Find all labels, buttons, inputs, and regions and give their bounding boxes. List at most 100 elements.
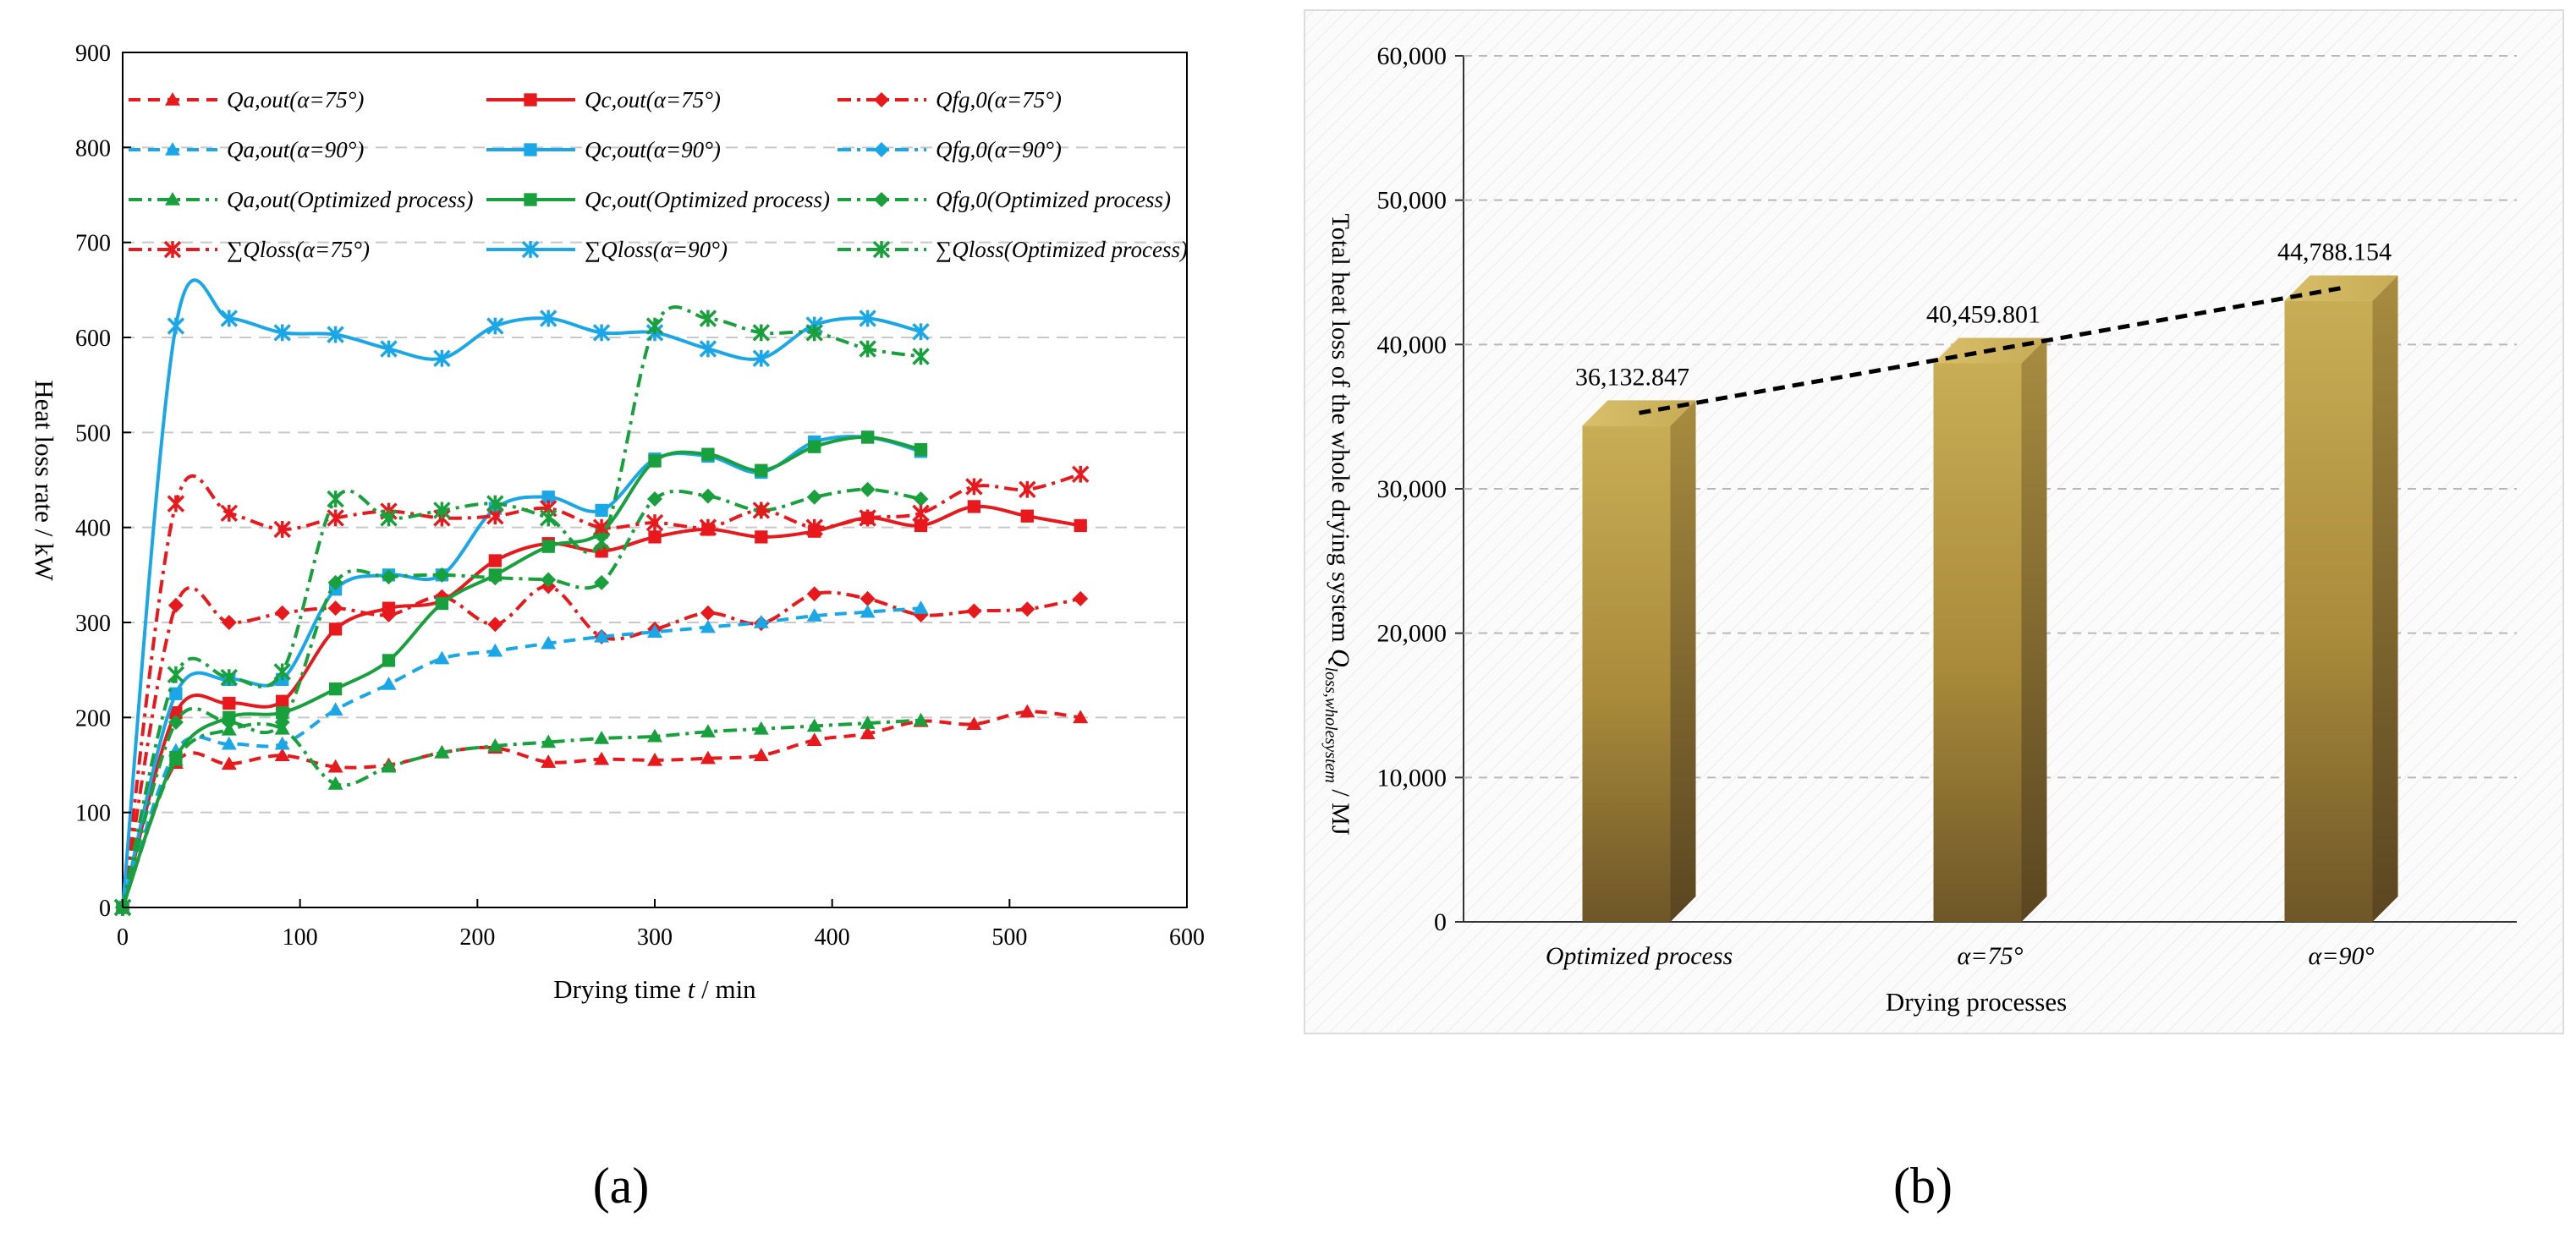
point-marker xyxy=(165,142,180,156)
point-marker xyxy=(648,454,662,468)
point-marker xyxy=(169,687,183,700)
bar-front xyxy=(1933,363,2022,922)
point-marker xyxy=(1019,480,1036,498)
x-axis-title-unit: / min xyxy=(695,974,756,1004)
point-marker xyxy=(860,590,876,606)
point-marker xyxy=(912,348,930,365)
x-category-label: Optimized process xyxy=(1546,942,1733,970)
legend-label: Qc,out(α=75°) xyxy=(585,87,721,112)
point-marker xyxy=(163,240,182,259)
point-marker xyxy=(860,604,876,618)
point-marker xyxy=(753,615,769,628)
y-tick-label: 400 xyxy=(75,516,111,542)
point-marker xyxy=(487,570,503,586)
point-marker xyxy=(965,478,983,496)
point-marker xyxy=(859,340,876,358)
point-marker xyxy=(700,605,716,621)
point-marker xyxy=(221,615,237,630)
point-marker xyxy=(699,340,717,358)
series-group xyxy=(116,430,928,914)
point-marker xyxy=(874,92,889,107)
x-axis-title: Drying time t / min xyxy=(553,974,756,1004)
point-marker xyxy=(1073,590,1089,606)
legend-item: ∑Qloss(Optimized process) xyxy=(838,237,1188,262)
point-marker xyxy=(273,520,291,539)
point-marker xyxy=(699,518,717,536)
point-marker xyxy=(1019,704,1035,718)
x-category-label: α=90° xyxy=(2309,942,2375,970)
point-marker xyxy=(273,663,291,681)
point-marker xyxy=(328,622,343,636)
point-marker xyxy=(755,530,768,544)
legend-label: Qc,out(Optimized process) xyxy=(585,187,830,212)
point-marker xyxy=(752,324,771,342)
point-marker xyxy=(169,706,183,720)
point-marker xyxy=(487,643,503,657)
point-marker xyxy=(521,240,540,259)
point-marker xyxy=(541,734,557,748)
point-marker xyxy=(647,728,662,743)
y-tick-label: 700 xyxy=(75,231,111,257)
point-marker xyxy=(966,603,982,619)
legend-label: Qc,out(α=90°) xyxy=(585,137,721,162)
legend-item: Qc,out(α=90°) xyxy=(486,137,721,162)
point-marker xyxy=(539,310,557,327)
point-marker xyxy=(1019,601,1035,617)
point-marker xyxy=(169,750,183,765)
bar-value-label: 44,788.154 xyxy=(2277,238,2392,266)
point-marker xyxy=(327,776,343,790)
legend-item: ∑Qloss(α=90°) xyxy=(486,237,728,262)
point-marker xyxy=(806,718,822,732)
point-marker xyxy=(860,430,875,444)
point-marker xyxy=(524,193,537,206)
y-tick-label: 200 xyxy=(75,705,111,732)
point-marker xyxy=(753,721,769,735)
legend-label: Qfg,0(Optimized process) xyxy=(936,187,1171,212)
point-marker xyxy=(220,668,239,687)
point-marker xyxy=(595,503,608,518)
legend-label: ∑Qloss(α=75°) xyxy=(227,237,370,262)
point-marker xyxy=(434,650,450,665)
legend-item: Qa,out(α=90°) xyxy=(129,137,364,162)
series-group xyxy=(116,430,928,914)
point-marker xyxy=(913,712,929,726)
y-axis-title-part: Total heat loss of the whole drying syst… xyxy=(1326,213,1354,648)
point-marker xyxy=(434,744,450,759)
point-marker xyxy=(700,488,716,504)
bar-front xyxy=(1582,425,1671,922)
y-tick-label: 0 xyxy=(1434,908,1447,936)
y-tick-label: 30,000 xyxy=(1377,475,1447,503)
point-marker xyxy=(859,310,876,327)
x-tick-label: 0 xyxy=(117,924,129,951)
point-marker xyxy=(914,518,928,533)
x-axis-title-part: Drying time xyxy=(553,974,687,1004)
series-group xyxy=(115,600,929,913)
series-group xyxy=(113,278,930,917)
point-marker xyxy=(165,192,180,206)
point-marker xyxy=(167,666,185,684)
point-marker xyxy=(914,442,928,457)
point-marker xyxy=(274,748,290,762)
panel-label-b: (b) xyxy=(1893,1158,1953,1214)
legend-label: ∑Qloss(Optimized process) xyxy=(936,237,1188,262)
bar xyxy=(1933,337,2047,922)
point-marker xyxy=(381,677,397,690)
point-marker xyxy=(541,572,557,588)
bar-side xyxy=(2372,275,2398,923)
point-marker xyxy=(486,317,504,335)
point-marker xyxy=(594,751,610,765)
point-marker xyxy=(168,714,184,730)
point-marker xyxy=(220,504,239,523)
x-tick-label: 300 xyxy=(637,924,673,951)
point-marker xyxy=(592,533,611,551)
point-marker xyxy=(699,310,717,327)
bar-front xyxy=(2284,300,2373,923)
legend-item: Qfg,0(α=90°) xyxy=(838,137,1062,162)
point-marker xyxy=(874,192,889,207)
point-marker xyxy=(327,326,344,343)
point-marker xyxy=(276,694,289,708)
point-marker xyxy=(539,509,557,527)
bar-side xyxy=(2021,337,2047,922)
point-marker xyxy=(860,726,876,740)
y-tick-label: 0 xyxy=(99,896,111,922)
